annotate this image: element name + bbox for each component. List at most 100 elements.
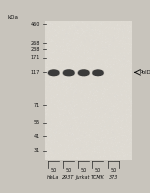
Point [88,107,90,110]
Point [122,117,125,120]
Point [67,94,69,97]
Point [124,157,126,160]
Point [56,118,58,121]
Point [117,64,119,68]
Point [64,77,66,80]
Point [89,121,91,124]
Point [99,111,101,114]
Point [53,96,56,99]
Point [114,133,116,136]
Point [90,104,93,107]
Point [45,85,48,88]
Point [112,109,114,112]
Point [130,96,132,99]
Point [126,128,128,131]
Point [109,33,112,36]
Point [119,74,121,77]
Point [71,77,74,80]
Point [115,40,117,43]
Point [129,42,131,45]
Point [106,120,108,123]
Point [117,85,120,88]
Point [77,69,79,72]
Point [68,64,70,68]
Point [67,59,69,62]
Point [48,85,50,88]
Point [101,113,103,116]
Point [48,44,51,47]
Point [101,89,103,92]
Point [115,157,118,160]
Point [102,21,105,24]
Point [54,128,57,131]
Point [64,149,66,152]
Point [69,82,71,85]
Point [63,70,66,73]
Point [62,73,65,76]
Point [118,72,121,75]
Point [99,141,101,144]
Point [88,93,91,96]
Point [95,136,97,139]
Point [102,99,105,102]
Point [44,113,46,116]
Point [114,53,116,57]
Point [74,86,77,90]
Point [54,82,57,85]
Point [88,52,90,55]
Point [63,31,65,35]
Point [83,23,86,26]
Point [91,123,93,126]
Point [116,150,119,153]
Point [47,115,49,119]
Point [54,85,56,88]
Point [76,124,78,127]
Point [121,131,123,134]
Point [49,128,52,131]
Point [92,100,94,103]
Point [106,71,109,74]
Point [46,148,49,151]
Point [89,48,91,51]
Point [129,141,132,144]
Point [50,134,52,137]
Point [103,146,105,149]
Point [56,45,58,48]
Point [88,66,90,69]
Point [44,27,46,30]
Point [86,82,88,85]
Point [109,121,112,124]
Point [62,97,65,100]
Point [103,34,105,37]
Point [44,67,47,70]
Point [57,35,59,38]
Point [94,58,96,61]
Point [130,62,132,65]
Point [78,44,80,47]
Point [79,64,82,67]
Point [89,42,92,45]
Point [123,119,126,122]
Point [52,45,55,48]
Point [117,119,119,122]
Point [122,114,125,117]
Point [126,120,128,123]
Point [124,24,126,27]
Point [74,24,76,27]
Point [54,135,56,138]
Point [111,128,114,131]
Point [117,135,120,138]
Point [121,134,123,137]
Point [98,72,101,75]
Point [110,27,113,30]
Point [120,93,122,96]
Point [111,130,113,133]
Point [79,41,81,44]
Point [111,66,113,69]
Point [79,140,82,143]
Point [106,27,108,30]
Point [60,46,63,49]
Point [58,98,61,101]
Point [69,49,71,52]
Point [99,58,101,62]
